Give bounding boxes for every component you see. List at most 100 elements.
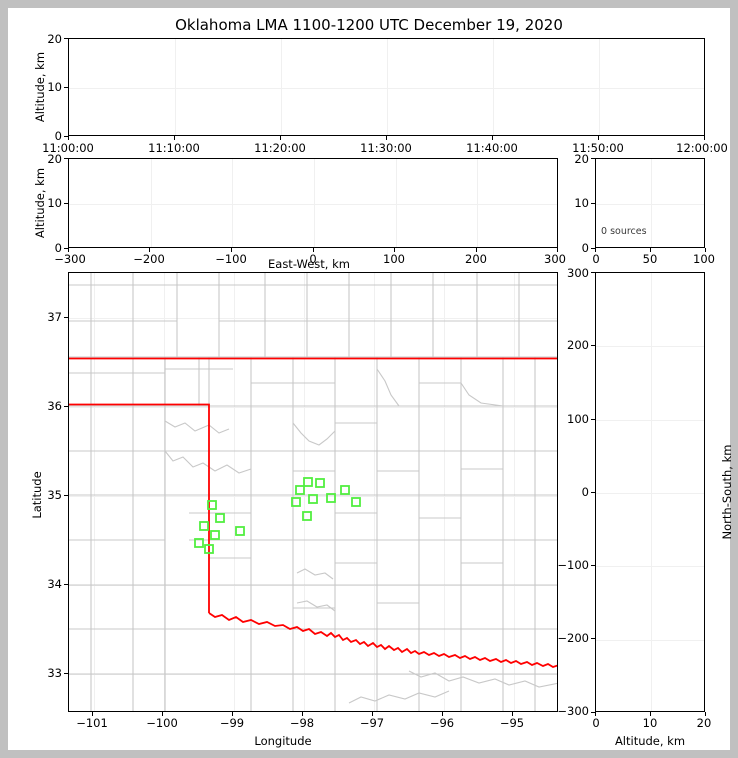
ytick-label: 10 — [574, 196, 589, 210]
ytick-label: 0 — [54, 241, 62, 255]
gridline — [596, 639, 704, 641]
tick-mark — [476, 248, 477, 252]
north-south-ylabel: North-South, km — [720, 444, 734, 540]
tick-mark — [232, 712, 233, 716]
tick-mark — [650, 712, 651, 716]
xtick-label: 0 — [592, 252, 600, 266]
tick-mark — [591, 248, 595, 249]
tick-mark — [64, 495, 68, 496]
gridline — [443, 273, 445, 711]
tick-mark — [704, 136, 705, 140]
ytick-label: 200 — [567, 338, 589, 352]
tick-mark — [64, 87, 68, 88]
gridline — [477, 159, 479, 247]
gridline — [163, 273, 165, 711]
xtick-label: 12:00:00 — [676, 141, 728, 155]
time-height-ylabel: Altitude, km — [33, 51, 47, 123]
ytick-label: 0 — [581, 485, 589, 499]
station-markers — [194, 477, 361, 554]
time-height-panel[interactable] — [68, 38, 705, 136]
xtick-label: −96 — [429, 716, 455, 730]
gridline — [175, 39, 176, 135]
xtick-label: 200 — [465, 252, 487, 266]
tick-mark — [149, 248, 150, 252]
east-west-ylabel: Altitude, km — [33, 167, 47, 239]
tick-mark — [598, 136, 599, 140]
ytick-label: 33 — [47, 666, 62, 680]
page-title: Oklahoma LMA 1100-1200 UTC December 19, … — [175, 16, 563, 34]
xtick-label: 11:20:00 — [254, 141, 306, 155]
ytick-label: −300 — [557, 704, 589, 718]
tick-mark — [705, 248, 706, 252]
gridline — [233, 273, 235, 711]
ytick-label: 35 — [47, 488, 62, 502]
east-west-height-panel[interactable] — [68, 158, 558, 248]
plan-view-map-panel[interactable] — [68, 272, 558, 712]
map-xlabel: Longitude — [254, 734, 312, 748]
tick-mark — [442, 712, 443, 716]
xtick-label: 11:50:00 — [572, 141, 624, 155]
xtick-label: 10 — [642, 716, 658, 730]
county-map-layer — [69, 273, 557, 711]
ytick-label: 34 — [47, 577, 62, 591]
tick-mark — [591, 158, 595, 159]
gridline — [651, 273, 652, 711]
xtick-label: −98 — [289, 716, 315, 730]
xtick-label: −97 — [359, 716, 385, 730]
ytick-label: 300 — [567, 266, 589, 280]
map-ylabel: Latitude — [30, 471, 44, 519]
ytick-label: 20 — [574, 152, 589, 166]
xtick-label: 11:30:00 — [360, 141, 412, 155]
tick-mark — [591, 638, 595, 639]
gridline — [596, 346, 704, 348]
gridline — [599, 39, 600, 135]
ytick-label: 20 — [47, 152, 62, 166]
gridline — [69, 406, 557, 408]
tick-mark — [705, 712, 706, 716]
tick-mark — [68, 248, 69, 252]
tick-mark — [68, 136, 69, 140]
ytick-label: 20 — [47, 32, 62, 46]
gridline — [373, 273, 375, 711]
ytick-label: 0 — [54, 129, 62, 143]
ytick-label: 100 — [567, 412, 589, 426]
xtick-label: 11:00:00 — [42, 141, 94, 155]
ytick-label: 36 — [47, 399, 62, 413]
gridline — [395, 159, 397, 247]
gridline — [387, 39, 388, 135]
north-south-height-panel[interactable] — [595, 272, 705, 712]
east-west-xlabel: East-West, km — [268, 257, 350, 271]
gridline — [150, 159, 152, 247]
gridline — [232, 159, 234, 247]
xtick-label: 0 — [309, 252, 317, 266]
xtick-label: 100 — [383, 252, 405, 266]
tick-mark — [64, 317, 68, 318]
xtick-label: 0 — [592, 716, 600, 730]
xtick-label: 100 — [693, 252, 715, 266]
xtick-label: 20 — [696, 716, 712, 730]
figure-canvas: Oklahoma LMA 1100-1200 UTC December 19, … — [8, 8, 734, 750]
tick-mark — [557, 248, 558, 252]
ytick-label: −200 — [557, 631, 589, 645]
tick-mark — [64, 203, 68, 204]
gridline — [69, 204, 557, 205]
tick-mark — [231, 248, 232, 252]
xtick-label: −101 — [76, 716, 108, 730]
source-count-annotation: 0 sources — [601, 226, 647, 237]
tick-mark — [394, 248, 395, 252]
tick-mark — [64, 158, 68, 159]
gridline — [69, 317, 557, 319]
xtick-label: −99 — [219, 716, 245, 730]
xtick-label: −95 — [499, 716, 525, 730]
tick-mark — [372, 712, 373, 716]
tick-mark — [591, 203, 595, 204]
altitude-histogram-panel[interactable]: 0 sources — [595, 158, 705, 248]
xtick-label: 11:40:00 — [466, 141, 518, 155]
gridline — [651, 159, 652, 247]
ytick-label: 10 — [47, 80, 62, 94]
xtick-label: −300 — [54, 252, 86, 266]
gridline — [513, 273, 515, 711]
tick-mark — [591, 272, 595, 273]
xtick-label: 50 — [642, 252, 658, 266]
xtick-label: −100 — [146, 716, 178, 730]
